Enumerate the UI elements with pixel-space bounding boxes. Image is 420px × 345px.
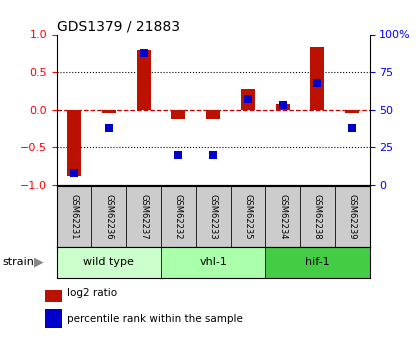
Point — [244, 96, 251, 102]
Bar — [57, 247, 161, 278]
Bar — [265, 186, 300, 247]
Text: GSM62239: GSM62239 — [348, 194, 357, 239]
Text: strain: strain — [2, 257, 34, 267]
Text: ▶: ▶ — [34, 256, 44, 269]
Point — [279, 102, 286, 108]
Bar — [45, 284, 62, 302]
Text: GSM62238: GSM62238 — [313, 194, 322, 239]
Text: GSM62233: GSM62233 — [209, 194, 218, 239]
Point — [314, 80, 321, 85]
Text: GSM62235: GSM62235 — [244, 194, 252, 239]
Text: GSM62234: GSM62234 — [278, 194, 287, 239]
Point — [210, 152, 217, 157]
Text: GSM62236: GSM62236 — [104, 194, 113, 239]
Bar — [231, 186, 265, 247]
Bar — [276, 104, 290, 110]
Bar — [67, 110, 81, 176]
Point — [71, 170, 77, 175]
Bar — [196, 186, 231, 247]
Point — [349, 125, 356, 130]
Point — [175, 152, 182, 157]
Bar — [57, 186, 92, 247]
Bar — [300, 186, 335, 247]
Text: log2 ratio: log2 ratio — [67, 288, 118, 298]
Bar — [126, 186, 161, 247]
Bar — [345, 110, 359, 113]
Text: hif-1: hif-1 — [305, 257, 330, 267]
Text: percentile rank within the sample: percentile rank within the sample — [67, 314, 243, 324]
Bar — [136, 49, 151, 110]
Text: GSM62237: GSM62237 — [139, 194, 148, 239]
Text: wild type: wild type — [84, 257, 134, 267]
Bar — [206, 110, 220, 119]
Bar — [161, 186, 196, 247]
Text: GDS1379 / 21883: GDS1379 / 21883 — [57, 19, 180, 33]
Bar — [241, 89, 255, 110]
Bar — [265, 247, 370, 278]
Bar — [161, 247, 265, 278]
Point — [140, 50, 147, 55]
Bar — [310, 47, 324, 110]
Bar — [335, 186, 370, 247]
Bar — [171, 110, 185, 119]
Point — [105, 125, 112, 130]
Text: GSM62231: GSM62231 — [70, 194, 79, 239]
Text: vhl-1: vhl-1 — [199, 257, 227, 267]
Text: GSM62232: GSM62232 — [174, 194, 183, 239]
Bar — [45, 309, 62, 328]
Bar — [92, 186, 126, 247]
Bar — [102, 110, 116, 112]
